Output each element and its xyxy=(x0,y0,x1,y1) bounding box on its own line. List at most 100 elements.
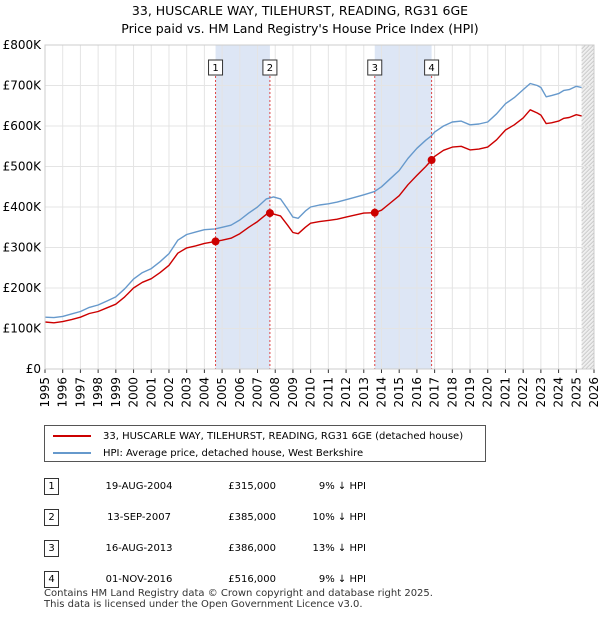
x-tick-label: 2025 xyxy=(569,377,583,408)
forecast-hatch xyxy=(581,240,595,254)
y-tick-label: £400K xyxy=(3,200,43,214)
forecast-hatch xyxy=(581,56,595,70)
y-tick-label: £300K xyxy=(3,241,43,255)
x-tick-label: 2015 xyxy=(392,377,406,408)
forecast-hatch xyxy=(581,128,595,142)
legend-label-hpi: HPI: Average price, detached house, West… xyxy=(103,447,364,459)
sale-date: 16-AUG-2013 xyxy=(105,543,173,554)
y-tick-label: £600K xyxy=(3,119,43,133)
forecast-hatch xyxy=(581,136,595,150)
sale-date: 01-NOV-2016 xyxy=(105,574,173,585)
forecast-hatch xyxy=(585,360,595,370)
forecast-hatch xyxy=(581,356,595,370)
sale-price: £385,000 xyxy=(228,512,276,523)
y-tick-label: £500K xyxy=(3,160,43,174)
forecast-hatch xyxy=(581,84,595,98)
forecast-hatch xyxy=(581,120,595,134)
forecast-hatch xyxy=(581,296,595,310)
forecast-hatch xyxy=(581,172,595,186)
sale-hpi-diff: 10% ↓ HPI xyxy=(312,512,366,523)
forecast-hatch xyxy=(581,52,595,66)
forecast-hatch xyxy=(581,148,595,162)
forecast-hatch xyxy=(581,324,595,338)
forecast-hatch xyxy=(581,308,595,322)
forecast-hatch xyxy=(581,168,595,182)
y-tick-label: £700K xyxy=(3,79,43,93)
x-tick-label: 2018 xyxy=(445,377,459,408)
forecast-hatch xyxy=(581,216,595,230)
sale-marker-label: 2 xyxy=(267,63,273,74)
forecast-hatch xyxy=(581,336,595,350)
forecast-hatch xyxy=(581,248,595,262)
chart-legend: 33, HUSCARLE WAY, TILEHURST, READING, RG… xyxy=(44,425,486,462)
legend-swatch-hpi xyxy=(53,452,91,454)
forecast-hatch xyxy=(581,64,595,78)
legend-swatch-property xyxy=(53,435,91,437)
x-tick-label: 2012 xyxy=(339,377,353,408)
forecast-hatch xyxy=(581,344,595,358)
x-tick-label: 2010 xyxy=(304,377,318,408)
plot-border xyxy=(44,44,595,370)
forecast-hatch xyxy=(581,288,595,302)
forecast-hatch xyxy=(581,256,595,270)
forecast-hatch xyxy=(581,176,595,190)
forecast-hatch xyxy=(581,244,595,258)
sale-hpi-diff: 9% ↓ HPI xyxy=(318,481,366,492)
forecast-hatch xyxy=(581,260,595,274)
forecast-hatch xyxy=(581,280,595,294)
x-tick-label: 2017 xyxy=(428,377,442,408)
forecast-hatch xyxy=(581,332,595,346)
forecast-hatch xyxy=(581,264,595,278)
forecast-hatch xyxy=(581,80,595,94)
x-tick-label: 2000 xyxy=(127,377,141,408)
forecast-hatch xyxy=(581,228,595,242)
x-tick-label: 1995 xyxy=(38,377,52,408)
legend-label-property: 33, HUSCARLE WAY, TILEHURST, READING, RG… xyxy=(103,430,464,442)
x-tick-label: 2026 xyxy=(587,377,600,408)
forecast-hatch xyxy=(581,68,595,82)
sale-number-box: 1 xyxy=(44,478,59,495)
forecast-hatch xyxy=(581,104,595,118)
forecast-hatch xyxy=(581,92,595,106)
x-tick-label: 2009 xyxy=(286,377,300,408)
forecast-hatch xyxy=(581,112,595,126)
x-tick-label: 2005 xyxy=(215,377,229,408)
x-tick-label: 2004 xyxy=(197,377,211,408)
forecast-hatch xyxy=(581,76,595,90)
x-tick-label: 2014 xyxy=(374,377,388,408)
legend-item-property: 33, HUSCARLE WAY, TILEHURST, READING, RG… xyxy=(53,428,463,444)
sale-number: 2 xyxy=(42,502,88,533)
sale-number: 3 xyxy=(42,533,88,564)
x-tick-label: 2019 xyxy=(463,377,477,408)
forecast-hatch xyxy=(581,232,595,246)
forecast-hatch xyxy=(581,132,595,146)
forecast-hatch xyxy=(581,152,595,166)
x-tick-label: 1996 xyxy=(56,377,70,408)
sale-marker-label: 4 xyxy=(428,63,434,74)
x-tick-label: 2022 xyxy=(516,377,530,408)
sale-marker-box xyxy=(424,59,440,76)
forecast-hatch xyxy=(581,320,595,334)
x-tick-label: 2003 xyxy=(180,377,194,408)
sale-marker-box xyxy=(262,59,278,76)
sale-price: £315,000 xyxy=(228,481,276,492)
forecast-hatch xyxy=(581,236,595,250)
forecast-hatch xyxy=(581,96,595,110)
forecast-hatch xyxy=(581,144,595,158)
sale-number-box: 4 xyxy=(44,571,59,588)
sale-point xyxy=(370,208,379,217)
forecast-hatch xyxy=(581,184,595,198)
x-tick-label: 1998 xyxy=(91,377,105,408)
x-tick-label: 2011 xyxy=(321,377,335,408)
sale-number: 1 xyxy=(42,471,88,502)
x-tick-label: 1997 xyxy=(73,377,87,408)
footer-copyright: Contains HM Land Registry data © Crown c… xyxy=(44,588,433,599)
x-tick-label: 2002 xyxy=(162,377,176,408)
forecast-hatch xyxy=(581,300,595,314)
forecast-hatch xyxy=(581,328,595,342)
x-tick-label: 2001 xyxy=(144,377,158,408)
x-tick-label: 2016 xyxy=(410,377,424,408)
sale-price: £386,000 xyxy=(228,543,276,554)
forecast-hatch xyxy=(581,352,595,366)
price-chart: 33, HUSCARLE WAY, TILEHURST, READING, RG… xyxy=(3,3,600,408)
